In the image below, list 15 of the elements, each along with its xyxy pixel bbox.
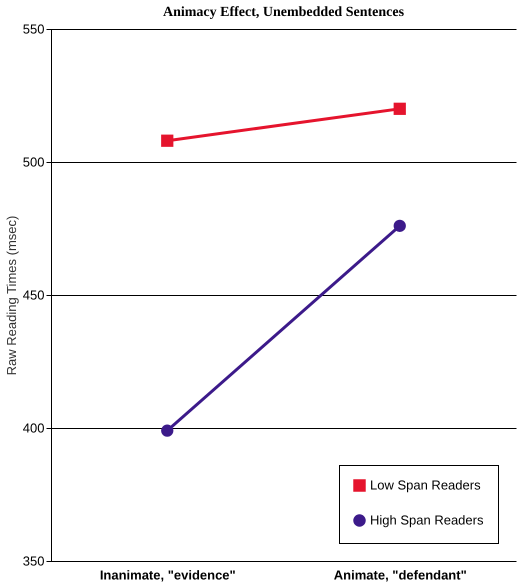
point: [394, 102, 406, 115]
legend-label: High Span Readers: [370, 512, 484, 528]
y-axis-title: Raw Reading Times (msec): [4, 216, 19, 376]
point: [161, 134, 174, 147]
y-tick-label: 500: [22, 154, 44, 170]
legend-label: Low Span Readers: [370, 478, 482, 492]
x-tick-label: Inanimate, "evidence": [100, 568, 236, 582]
y-tick-label: 550: [22, 22, 44, 36]
chart-title: Animacy Effect, Unembedded Sentences: [162, 5, 405, 20]
point: [394, 220, 406, 232]
y-tick-label: 350: [22, 554, 44, 568]
x-tick-label: Animate, "defendant": [334, 568, 467, 582]
y-tick-label: 450: [22, 288, 44, 302]
point: [161, 424, 174, 437]
y-tick-label: 400: [22, 420, 44, 436]
